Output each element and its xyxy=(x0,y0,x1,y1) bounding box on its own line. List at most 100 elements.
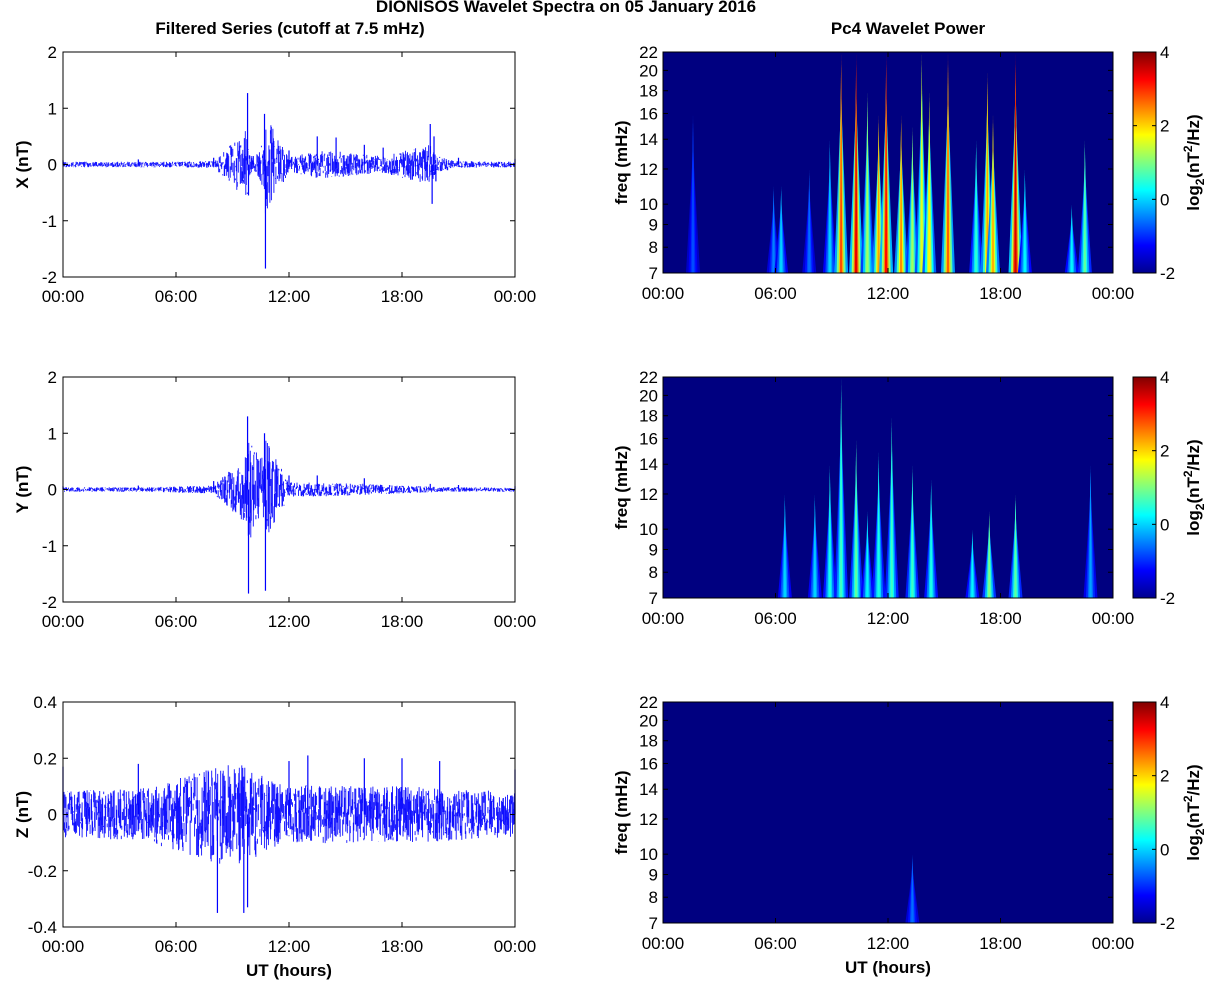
wavelet-burst xyxy=(783,493,787,598)
wavelet-burst xyxy=(920,52,923,273)
y-tick-label: -0.4 xyxy=(28,918,57,937)
x-tick-label: 00:00 xyxy=(42,937,85,956)
x-axis-label: UT (hours) xyxy=(246,961,332,980)
wavelet-burst xyxy=(1089,464,1092,598)
wavelet-burst xyxy=(691,113,695,273)
x-tick-label: 18:00 xyxy=(979,934,1022,953)
colorbar-tick-label: 4 xyxy=(1160,693,1169,712)
colorbar-tick-label: 2 xyxy=(1160,117,1169,136)
y-tick-label: 16 xyxy=(639,429,658,448)
y-tick-label: 16 xyxy=(639,104,658,123)
y-axis-label: Z (nT) xyxy=(13,791,32,838)
y-tick-label: 7 xyxy=(649,589,658,608)
y-tick-label: 0 xyxy=(48,806,57,825)
y-tick-label: 0 xyxy=(48,156,57,175)
x-tick-label: 00:00 xyxy=(1092,934,1135,953)
y-axis-label: freq (mHz) xyxy=(612,770,631,854)
wavelet-burst xyxy=(813,493,817,598)
wavelet-burst xyxy=(828,139,832,273)
wavelet-burst xyxy=(808,168,811,273)
x-tick-label: 12:00 xyxy=(268,287,311,306)
x-tick-label: 18:00 xyxy=(979,284,1022,303)
wavelet-burst xyxy=(839,377,843,598)
wavelet-burst xyxy=(946,52,950,273)
y-tick-label: 12 xyxy=(639,485,658,504)
y-tick-label: 18 xyxy=(639,732,658,751)
x-tick-label: 06:00 xyxy=(754,284,797,303)
wavelet-burst xyxy=(854,438,858,598)
wavelet-burst xyxy=(854,52,858,273)
x-tick-label: 06:00 xyxy=(155,612,198,631)
wavelet-burst xyxy=(986,70,989,274)
wavelet-burst xyxy=(884,52,888,273)
colorbar-gradient xyxy=(1132,51,1157,274)
y-tick-label: 7 xyxy=(649,264,658,283)
colorbar-tick-label: 0 xyxy=(1160,190,1169,209)
wavelet-burst xyxy=(971,529,974,598)
y-tick-label: -2 xyxy=(42,593,57,612)
y-tick-label: 9 xyxy=(649,865,658,884)
x-tick-label: 00:00 xyxy=(1092,284,1135,303)
wavelet-burst xyxy=(839,52,843,273)
x-tick-label: 00:00 xyxy=(642,284,685,303)
y-tick-label: 1 xyxy=(48,424,57,443)
wavelet-burst xyxy=(928,90,931,273)
y-tick-label: -1 xyxy=(42,212,57,231)
colorbar-tick-label: 2 xyxy=(1160,442,1169,461)
y-tick-label: 18 xyxy=(639,407,658,426)
colorbar-gradient xyxy=(1132,701,1157,924)
wavelet-burst xyxy=(828,464,832,598)
wavelet-burst xyxy=(1083,139,1087,273)
wavelet-burst xyxy=(779,185,783,273)
wavelet-burst xyxy=(1014,52,1017,273)
y-tick-label: 1 xyxy=(48,99,57,118)
y-tick-label: -1 xyxy=(42,537,57,556)
y-tick-label: 14 xyxy=(639,130,658,149)
series-panel-x: -2 -1 0 1 2 00:00 06:00 12:00 18:00 00:00 X (nT) xyxy=(13,43,536,306)
x-tick-label: 12:00 xyxy=(268,612,311,631)
y-axis-label: freq (mHz) xyxy=(612,120,631,204)
x-tick-label: 12:00 xyxy=(867,284,910,303)
y-tick-label: 14 xyxy=(639,780,658,799)
y-tick-label: 7 xyxy=(649,914,658,933)
x-tick-label: 06:00 xyxy=(155,287,198,306)
colorbar-label: log2(nT2/Hz) xyxy=(1181,764,1207,860)
colorbar-tick-label: 4 xyxy=(1160,368,1169,387)
colorbar-label: log2(nT2/Hz) xyxy=(1181,439,1207,535)
wavelet-burst xyxy=(991,113,995,273)
wavelet-burst xyxy=(929,478,933,598)
main-title: DIONISOS Wavelet Spectra on 05 January 2… xyxy=(376,0,756,16)
x-tick-label: 00:00 xyxy=(642,609,685,628)
wavelet-burst xyxy=(988,510,991,598)
y-tick-label: 20 xyxy=(639,61,658,80)
y-tick-label: 8 xyxy=(649,888,658,907)
wavelet-burst xyxy=(911,125,914,274)
colorbar-label: log2(nT2/Hz) xyxy=(1181,114,1207,210)
x-tick-label: 00:00 xyxy=(42,287,85,306)
x-tick-label: 12:00 xyxy=(268,937,311,956)
y-axis-label: X (nT) xyxy=(13,140,32,188)
y-tick-label: 22 xyxy=(639,368,658,387)
wavelet-burst xyxy=(1070,204,1073,273)
x-tick-label: 00:00 xyxy=(1092,609,1135,628)
y-tick-label: 0 xyxy=(48,481,57,500)
wavelet-burst xyxy=(974,139,978,273)
x-tick-label: 06:00 xyxy=(155,937,198,956)
colorbar-tick-label: 0 xyxy=(1160,840,1169,859)
y-tick-label: 16 xyxy=(639,754,658,773)
wavelet-burst xyxy=(911,854,914,923)
x-tick-label: 06:00 xyxy=(754,609,797,628)
wavelet-burst xyxy=(877,113,880,273)
heatmap-background xyxy=(663,702,1113,923)
wavelet-burst xyxy=(866,90,869,273)
colorbar-tick-label: 0 xyxy=(1160,515,1169,534)
y-tick-label: 9 xyxy=(649,540,658,559)
colorbar-tick-label: -2 xyxy=(1160,589,1175,608)
wavelet-burst xyxy=(899,113,903,273)
wavelet-burst xyxy=(890,415,893,598)
y-tick-label: 0.4 xyxy=(33,693,57,712)
colorbar-tick-label: 4 xyxy=(1160,43,1169,62)
